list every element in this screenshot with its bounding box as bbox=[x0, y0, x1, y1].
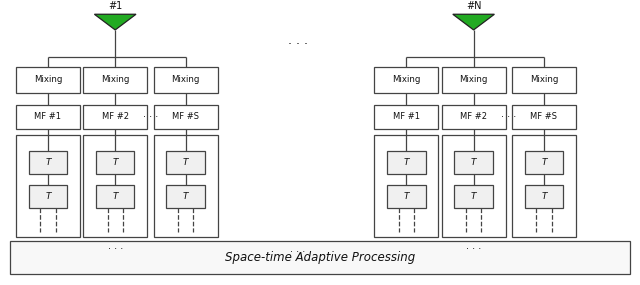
FancyBboxPatch shape bbox=[387, 151, 426, 174]
Text: T: T bbox=[183, 192, 188, 201]
Text: T: T bbox=[45, 158, 51, 167]
FancyBboxPatch shape bbox=[16, 105, 80, 129]
Text: T: T bbox=[404, 158, 409, 167]
Text: Mixing: Mixing bbox=[34, 75, 62, 84]
FancyBboxPatch shape bbox=[154, 105, 218, 129]
Text: T: T bbox=[113, 158, 118, 167]
FancyBboxPatch shape bbox=[512, 67, 576, 93]
Text: · · ·: · · · bbox=[501, 112, 516, 122]
Text: Mixing: Mixing bbox=[460, 75, 488, 84]
FancyBboxPatch shape bbox=[16, 135, 80, 237]
Text: Mixing: Mixing bbox=[101, 75, 129, 84]
FancyBboxPatch shape bbox=[16, 67, 80, 93]
Text: · · ·: · · · bbox=[290, 247, 305, 257]
Text: MF #S: MF #S bbox=[172, 112, 199, 121]
Text: T: T bbox=[471, 192, 476, 201]
FancyBboxPatch shape bbox=[166, 151, 205, 174]
FancyBboxPatch shape bbox=[154, 67, 218, 93]
Text: #1: #1 bbox=[108, 1, 122, 11]
FancyBboxPatch shape bbox=[442, 67, 506, 93]
Text: T: T bbox=[404, 192, 409, 201]
Text: MF #2: MF #2 bbox=[460, 112, 487, 121]
FancyBboxPatch shape bbox=[29, 151, 67, 174]
Text: #N: #N bbox=[466, 1, 481, 11]
FancyBboxPatch shape bbox=[454, 151, 493, 174]
Text: MF #1: MF #1 bbox=[393, 112, 420, 121]
Text: T: T bbox=[541, 158, 547, 167]
Text: · · ·: · · · bbox=[287, 38, 308, 51]
Text: MF #2: MF #2 bbox=[102, 112, 129, 121]
Text: T: T bbox=[113, 192, 118, 201]
Text: T: T bbox=[183, 158, 188, 167]
FancyBboxPatch shape bbox=[96, 185, 134, 208]
Polygon shape bbox=[453, 14, 494, 30]
FancyBboxPatch shape bbox=[387, 185, 426, 208]
Text: · · ·: · · · bbox=[108, 244, 123, 255]
Text: T: T bbox=[471, 158, 476, 167]
FancyBboxPatch shape bbox=[374, 105, 438, 129]
Text: Mixing: Mixing bbox=[530, 75, 558, 84]
Text: T: T bbox=[541, 192, 547, 201]
Text: Space-time Adaptive Processing: Space-time Adaptive Processing bbox=[225, 251, 415, 264]
Text: MF #1: MF #1 bbox=[35, 112, 61, 121]
FancyBboxPatch shape bbox=[83, 105, 147, 129]
FancyBboxPatch shape bbox=[525, 151, 563, 174]
FancyBboxPatch shape bbox=[525, 185, 563, 208]
FancyBboxPatch shape bbox=[96, 151, 134, 174]
FancyBboxPatch shape bbox=[154, 135, 218, 237]
FancyBboxPatch shape bbox=[374, 135, 438, 237]
FancyBboxPatch shape bbox=[166, 185, 205, 208]
FancyBboxPatch shape bbox=[83, 67, 147, 93]
Text: T: T bbox=[45, 192, 51, 201]
FancyBboxPatch shape bbox=[442, 135, 506, 237]
FancyBboxPatch shape bbox=[10, 241, 630, 274]
FancyBboxPatch shape bbox=[454, 185, 493, 208]
Text: Mixing: Mixing bbox=[392, 75, 420, 84]
FancyBboxPatch shape bbox=[512, 135, 576, 237]
FancyBboxPatch shape bbox=[512, 105, 576, 129]
FancyBboxPatch shape bbox=[83, 135, 147, 237]
FancyBboxPatch shape bbox=[374, 67, 438, 93]
FancyBboxPatch shape bbox=[29, 185, 67, 208]
Text: · · ·: · · · bbox=[466, 244, 481, 255]
FancyBboxPatch shape bbox=[442, 105, 506, 129]
Text: Mixing: Mixing bbox=[172, 75, 200, 84]
Text: MF #S: MF #S bbox=[531, 112, 557, 121]
Polygon shape bbox=[95, 14, 136, 30]
Text: · · ·: · · · bbox=[143, 112, 158, 122]
